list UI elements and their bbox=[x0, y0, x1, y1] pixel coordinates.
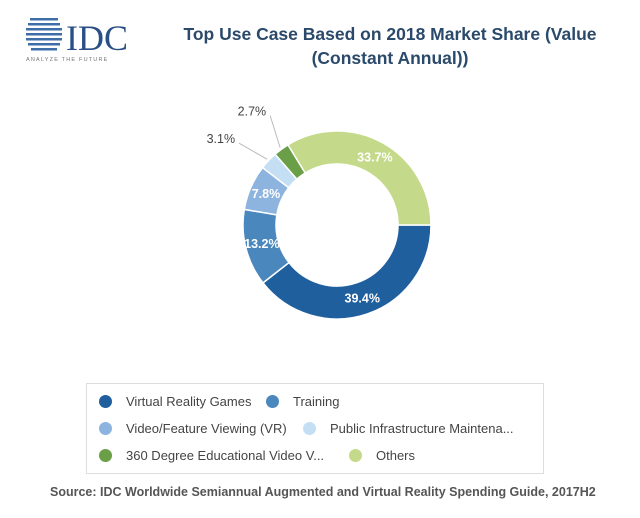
chart-title: Top Use Case Based on 2018 Market Share … bbox=[150, 22, 630, 70]
leader-line bbox=[269, 115, 281, 148]
title-line-1: Top Use Case Based on 2018 Market Share … bbox=[183, 24, 597, 44]
legend-swatch bbox=[349, 449, 362, 462]
slice-label: 3.1% bbox=[207, 132, 236, 146]
slice-label: 33.7% bbox=[357, 150, 392, 164]
donut-slice bbox=[286, 130, 432, 226]
legend-label: Virtual Reality Games bbox=[126, 394, 252, 409]
legend: Virtual Reality Games Training Video/Featu… bbox=[86, 383, 544, 474]
legend-item[interactable]: 360 Degree Educational Video V... bbox=[99, 448, 324, 463]
slice-label: 39.4% bbox=[345, 291, 380, 305]
svg-text:ANALYZE THE FUTURE: ANALYZE THE FUTURE bbox=[26, 57, 109, 63]
legend-label: 360 Degree Educational Video V... bbox=[126, 448, 325, 463]
donut-chart: 39.4% 13.2% 7.8% 3.1%2.7% 33.7% bbox=[207, 105, 432, 320]
slice-label: 13.2% bbox=[244, 237, 279, 251]
svg-text:IDC: IDC bbox=[66, 18, 128, 58]
source-note: Source: IDC Worldwide Semiannual Augment… bbox=[50, 485, 596, 499]
legend-item[interactable]: Others bbox=[349, 448, 415, 463]
legend-item[interactable]: Virtual Reality Games bbox=[99, 394, 251, 409]
slice-label: 2.7% bbox=[238, 105, 267, 119]
legend-swatch bbox=[99, 395, 112, 408]
donut-slice bbox=[261, 224, 432, 320]
legend-swatch bbox=[99, 422, 112, 435]
idc-logo: IDC ANALYZE THE FUTURE bbox=[26, 18, 128, 63]
slice-label: 7.8% bbox=[252, 187, 281, 201]
legend-item[interactable]: Training bbox=[266, 394, 339, 409]
legend-label: Others bbox=[376, 448, 416, 463]
legend-item[interactable]: Video/Feature Viewing (VR) bbox=[99, 421, 287, 436]
legend-label: Video/Feature Viewing (VR) bbox=[126, 421, 287, 436]
leader-line bbox=[238, 142, 268, 160]
title-line-2: (Constant Annual)) bbox=[311, 48, 469, 68]
legend-swatch bbox=[99, 449, 112, 462]
legend-swatch bbox=[266, 395, 279, 408]
legend-label: Public Infrastructure Maintena... bbox=[330, 421, 514, 436]
legend-item[interactable]: Public Infrastructure Maintena... bbox=[303, 421, 514, 436]
legend-swatch bbox=[303, 422, 316, 435]
legend-label: Training bbox=[293, 394, 340, 409]
